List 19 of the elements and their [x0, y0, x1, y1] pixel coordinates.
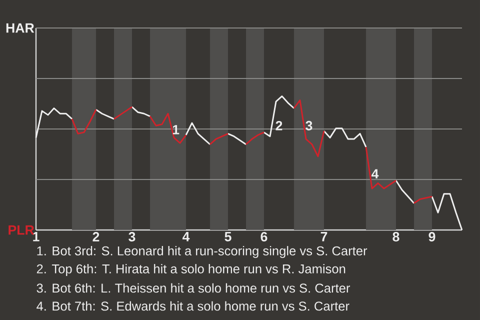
text: 1. Bot 3rd: S. Leonard hit a run-scoring single vs S. Carter	[37, 246, 368, 258]
text: PLR	[8, 225, 34, 235]
x-tick-label: 1	[33, 232, 40, 242]
x-tick-label: 5	[224, 232, 232, 242]
x-tick-label: 6	[260, 232, 268, 242]
annotation: 3	[306, 120, 312, 130]
x-tick-label: 8	[392, 232, 400, 242]
x-tick-label: 9	[428, 232, 436, 242]
x-tick-label: 4	[182, 232, 190, 242]
text: 2. Top 6th: T. Hirata hit a solo home run vs R. Jamison	[36, 264, 346, 276]
text: 4. Bot 7th: S. Edwards hit a solo home run vs S. Carter	[36, 301, 350, 311]
x-tick-label: 2	[92, 232, 100, 242]
annotation: 1	[172, 125, 180, 134]
annotation: 4	[371, 169, 379, 178]
annotation: 2	[276, 120, 282, 130]
x-tick-label: 3	[128, 232, 136, 242]
text: HAR	[6, 23, 34, 33]
text: 3. Bot 6th: L. Theissen hit a solo home run vs S. Carter	[36, 283, 350, 293]
x-tick-label: 7	[320, 232, 328, 242]
